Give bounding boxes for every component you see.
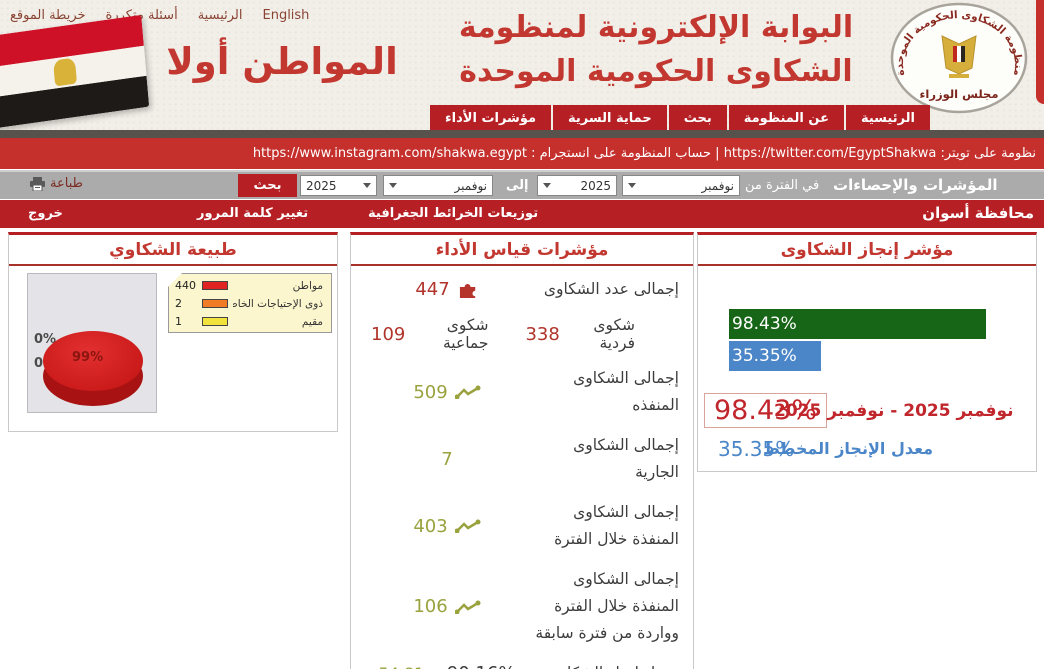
- kpi-row-executed-carryover: إجمالى الشكاوى المنفذة خلال الفترة ووارد…: [413, 570, 679, 642]
- print-button[interactable]: طباعة: [30, 176, 83, 191]
- header-ribbon: [1036, 0, 1044, 104]
- achieved-bar: 98.43%: [729, 309, 986, 339]
- planned-rate-label: معدل الإنجاز المخطط: [763, 439, 933, 458]
- sitemap-link[interactable]: خريطة الموقع: [10, 8, 86, 23]
- home-link[interactable]: الرئيسية: [197, 8, 243, 23]
- complaints-nature-panel: طبيعة الشكاوي 0% 0% 99% مواطن 440 ذوى ال…: [8, 232, 338, 432]
- period-from-label: في الفترة من: [745, 178, 820, 193]
- to-year-select[interactable]: 2025: [300, 175, 377, 196]
- nav-tab-confidentiality[interactable]: حماية السرية: [553, 105, 667, 132]
- from-year-select[interactable]: 2025: [537, 175, 617, 196]
- achieved-percent-value: 98.43%: [704, 393, 827, 428]
- kpi-row-total: إجمالى عدد الشكاوى 447: [415, 279, 679, 300]
- period-to-label: إلى: [506, 178, 529, 193]
- chevron-down-icon: [363, 183, 371, 188]
- legend-item-resident: مقيم 1: [175, 315, 323, 328]
- portal-title: البوابة الإلكترونية لمنظومة الشكاوى الحك…: [432, 6, 880, 94]
- page-header: خريطة الموقع أسئلة متكررة الرئيسية Engli…: [0, 0, 1044, 138]
- legend-item-special-needs: ذوى الإحتياجات الخاصة 2: [175, 297, 323, 310]
- nav-tab-home[interactable]: الرئيسية: [845, 105, 930, 132]
- chevron-down-icon: [389, 183, 397, 188]
- main-nav: الرئيسية عن المنظومة بحث حماية السرية مؤ…: [430, 105, 930, 132]
- account-toolbar: محافظة أسوان توزيعات الخرائط الجغرافية ت…: [0, 200, 1044, 228]
- kpi-panel-title: مؤشرات قياس الأداء: [351, 235, 693, 266]
- english-link[interactable]: English: [262, 8, 310, 23]
- portal-title-line1: البوابة الإلكترونية لمنظومة: [458, 10, 854, 45]
- egypt-flag: [0, 14, 150, 130]
- filter-bar: المؤشرات والإحصاءات في الفترة من نوفمبر …: [0, 170, 1044, 199]
- kpi-row-ongoing: إجمالى الشكاوى الجارية 7: [441, 436, 679, 481]
- cabinet-logo: منظومة الشكاوى الحكومية الموحدة مجلس الو…: [888, 2, 1030, 114]
- social-links-bar: نظومة على تويتر: https://twitter.com/Egy…: [0, 138, 1044, 169]
- eagle-icon: [941, 35, 977, 78]
- printer-icon: [30, 176, 45, 191]
- report-period: نوفمبر 2025 - نوفمبر 2025: [774, 401, 1014, 421]
- search-button[interactable]: بحث: [238, 174, 297, 197]
- utility-links: خريطة الموقع أسئلة متكررة الرئيسية Engli…: [10, 8, 309, 23]
- to-month-select[interactable]: نوفمبر: [383, 175, 493, 196]
- chevron-down-icon: [543, 183, 551, 188]
- achievement-panel: مؤشر إنجاز الشكاوى 98.43% 35.35% 98.43% …: [697, 232, 1037, 472]
- puzzle-icon: [459, 283, 475, 298]
- logout-link[interactable]: خروج: [28, 206, 63, 221]
- pie-legend: مواطن 440 ذوى الإحتياجات الخاصة 2 مقيم 1: [168, 273, 332, 333]
- section-title: المؤشرات والإحصاءات: [833, 176, 998, 194]
- pie-percent-label: 99%: [72, 350, 104, 365]
- achievement-panel-title: مؤشر إنجاز الشكاوى: [698, 235, 1036, 266]
- up-triangle-icon: ▲: [431, 667, 439, 669]
- header-divider: [0, 130, 1044, 138]
- legend-item-citizen: مواطن 440: [175, 279, 323, 292]
- trend-icon: [454, 385, 481, 399]
- planned-bar: 35.35%: [729, 341, 822, 371]
- flag-eagle-emblem: [52, 57, 78, 87]
- planned-bar-label: 35.35%: [732, 346, 797, 366]
- change-password-link[interactable]: تغيير كلمة المرور: [197, 206, 309, 221]
- nav-tab-search[interactable]: بحث: [668, 105, 727, 132]
- motto-text: المواطن أولا: [166, 40, 398, 83]
- achieved-bar-label: 98.43%: [732, 314, 797, 334]
- planned-percent-value: 35.35%: [718, 437, 795, 461]
- nav-tab-performance[interactable]: مؤشرات الأداء: [430, 105, 552, 132]
- trend-icon: [454, 600, 481, 614]
- kpi-row-individual-group: شكوى فردية 338 شكوى جماعية 109: [371, 316, 635, 352]
- pie-chart: 0% 0% 99%: [27, 273, 157, 413]
- kpi-row-executed: إجمالى الشكاوى المنفذه 509: [413, 369, 679, 414]
- governorate-title: محافظة أسوان: [922, 204, 1034, 222]
- trend-icon: [454, 519, 481, 533]
- legend-swatch-red: [202, 281, 228, 290]
- legend-swatch-orange: [202, 299, 228, 308]
- portal-title-line2: الشكاوى الحكومية الموحدة: [459, 54, 853, 89]
- legend-swatch-yellow: [202, 317, 228, 326]
- kpi-row-executed-period: إجمالى الشكاوى المنفذة خلال الفترة 403: [413, 503, 679, 548]
- logo-org-text: مجلس الوزراء: [920, 87, 999, 102]
- social-links-text: نظومة على تويتر: https://twitter.com/Egy…: [252, 146, 1036, 161]
- chevron-down-icon: [628, 183, 636, 188]
- nav-tab-about[interactable]: عن المنظومة: [728, 105, 844, 132]
- nature-panel-title: طبيعة الشكاوي: [9, 235, 337, 266]
- kpi-row-achievement-rate: معدل إنجاز الشكاوى 90.16% ▲ 54.81: [351, 660, 693, 669]
- pie-slice-citizen: [43, 331, 143, 391]
- from-month-select[interactable]: نوفمبر: [622, 175, 740, 196]
- geo-maps-link[interactable]: توزيعات الخرائط الجغرافية: [368, 206, 539, 221]
- kpi-panel: مؤشرات قياس الأداء إجمالى عدد الشكاوى 44…: [350, 232, 694, 669]
